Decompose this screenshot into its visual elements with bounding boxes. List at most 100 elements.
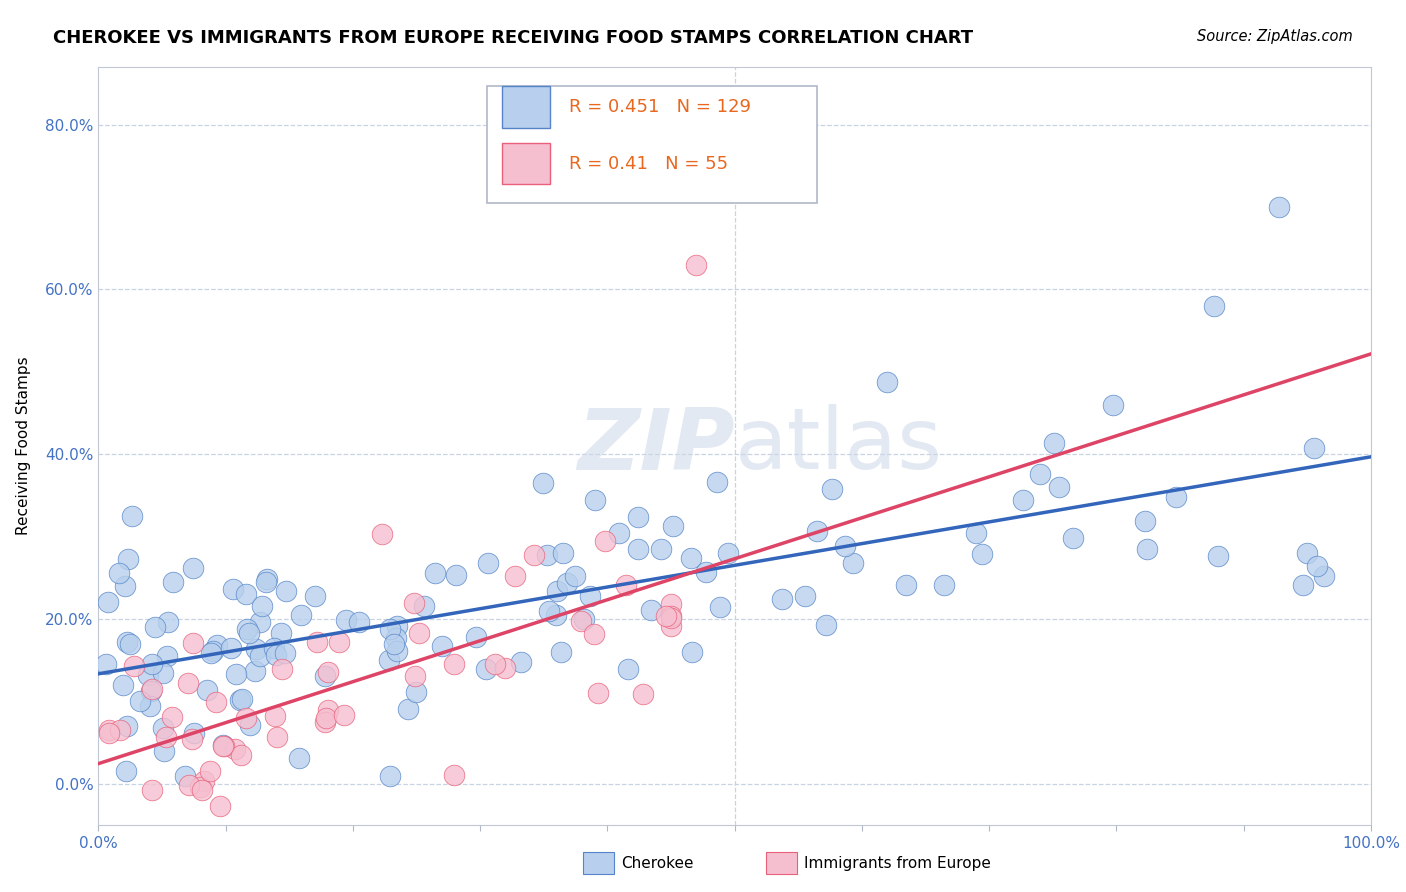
Point (385, 632, 408, 646)
Point (264, 648, 287, 663)
Point (115, 764, 138, 778)
Text: Source: ZipAtlas.com: Source: ZipAtlas.com (1197, 29, 1353, 44)
Point (152, 721, 174, 735)
Point (117, 552, 139, 566)
Point (538, 604, 561, 618)
Point (97, 595, 120, 609)
Point (245, 664, 267, 678)
Point (550, 645, 572, 659)
Point (385, 618, 408, 632)
Point (685, 258, 707, 272)
Point (1296, 546, 1319, 560)
Point (270, 625, 292, 640)
Point (347, 615, 370, 629)
Point (115, 635, 138, 649)
Point (205, 639, 228, 653)
Point (378, 769, 401, 783)
Point (834, 539, 856, 553)
Point (443, 768, 465, 782)
Point (443, 657, 465, 671)
Point (572, 612, 595, 626)
Point (1206, 549, 1229, 563)
Point (219, 640, 242, 655)
Point (239, 718, 262, 732)
Point (252, 599, 274, 614)
Point (607, 525, 630, 540)
Point (235, 622, 257, 636)
Point (114, 579, 136, 593)
Point (118, 637, 141, 651)
Point (229, 747, 252, 762)
Point (112, 678, 135, 692)
Point (425, 566, 447, 580)
Point (1312, 569, 1334, 583)
Point (314, 714, 336, 729)
Point (1268, 200, 1291, 214)
Point (523, 549, 546, 563)
Point (815, 618, 838, 632)
Point (332, 707, 354, 722)
Point (932, 578, 955, 592)
Point (965, 525, 987, 540)
Point (141, 657, 163, 671)
Point (1291, 578, 1313, 592)
Point (1136, 542, 1159, 557)
Point (94, 657, 117, 671)
Point (156, 649, 179, 664)
Point (586, 686, 609, 700)
Point (842, 557, 865, 571)
Point (263, 709, 285, 723)
Point (659, 609, 682, 624)
Point (477, 557, 499, 571)
Point (143, 620, 166, 634)
Point (263, 641, 285, 656)
Point (128, 694, 150, 708)
Point (245, 641, 267, 656)
Point (188, 780, 211, 794)
Point (695, 565, 717, 579)
Point (98, 723, 121, 738)
Point (650, 541, 672, 556)
Point (706, 475, 728, 489)
Point (195, 682, 218, 697)
Point (544, 608, 567, 623)
Point (681, 645, 703, 659)
Point (249, 648, 271, 663)
Point (121, 509, 143, 524)
Point (546, 584, 568, 599)
Bar (502, 143, 550, 185)
Point (208, 799, 231, 814)
Point (876, 375, 898, 389)
Point (328, 634, 350, 648)
Point (659, 610, 682, 624)
Point (583, 493, 606, 508)
Point (200, 646, 222, 660)
Point (1303, 441, 1326, 455)
Point (307, 635, 329, 649)
Point (430, 640, 453, 654)
Point (274, 646, 297, 660)
Point (212, 739, 235, 753)
Point (494, 661, 516, 675)
Point (408, 626, 430, 640)
Text: CHEROKEE VS IMMIGRANTS FROM EUROPE RECEIVING FOOD STAMPS CORRELATION CHART: CHEROKEE VS IMMIGRANTS FROM EUROPE RECEI… (53, 29, 973, 46)
Point (229, 692, 252, 706)
Point (717, 546, 740, 560)
Point (1042, 436, 1064, 450)
Point (139, 699, 162, 714)
Point (1306, 559, 1329, 574)
Point (564, 569, 586, 583)
Point (627, 541, 650, 556)
Point (531, 475, 554, 490)
Point (97, 726, 120, 740)
Point (571, 614, 593, 628)
Point (385, 644, 408, 658)
Point (413, 599, 436, 613)
Point (288, 751, 311, 765)
Point (141, 684, 163, 698)
FancyBboxPatch shape (486, 86, 817, 203)
Point (108, 566, 131, 580)
Point (231, 692, 253, 706)
Point (659, 597, 682, 611)
Point (382, 637, 405, 651)
